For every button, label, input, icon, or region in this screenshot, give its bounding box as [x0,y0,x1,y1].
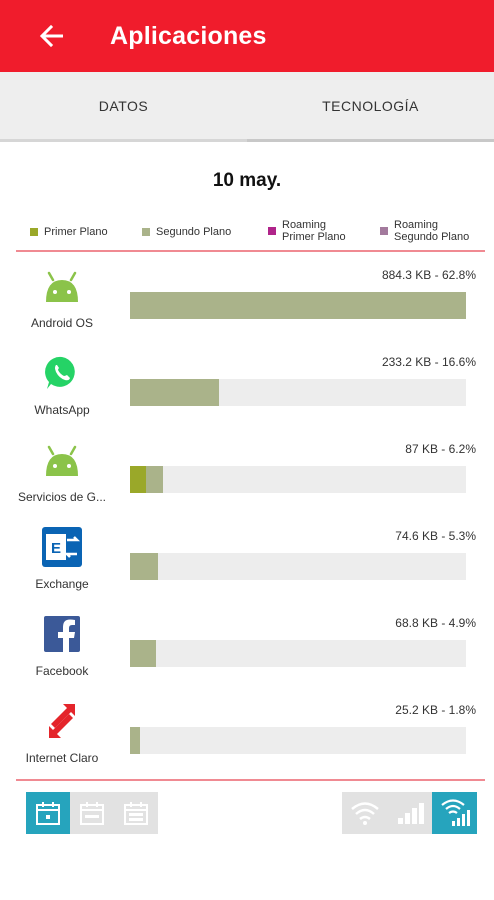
legend-swatch [142,228,150,236]
facebook-icon [40,612,84,656]
date-label: 10 may. [212,170,282,191]
usage-bar-segundo-plano [130,292,466,319]
usage-bar-segundo-plano [130,553,159,580]
period-selector [26,792,158,834]
period-month-button[interactable] [114,792,158,834]
arrow-left-icon [39,25,63,47]
usage-bar-primer-plano [130,466,147,493]
wifi-and-mobile-icon [440,799,470,826]
app-usage-value: 87 KB - 6.2% [405,442,476,456]
legend-item-roaming-segundo-plano: Roaming Segundo Plano [380,219,469,243]
wifi-icon [350,802,379,825]
tab-tecnologia[interactable]: TECNOLOGÍA [247,72,494,142]
app-name: WhatsApp [34,403,90,417]
legend-swatch [380,227,388,235]
period-week-button[interactable] [70,792,114,834]
calendar-day-icon [36,802,60,825]
network-wifi-button[interactable] [342,792,387,834]
app-usage-value: 884.3 KB - 62.8% [381,268,476,282]
android-icon [40,264,84,308]
period-day-button[interactable] [26,792,70,834]
network-all-button[interactable] [432,792,477,834]
back-button[interactable] [34,18,70,54]
usage-bar-track [130,466,466,493]
tab-bar: DATOS TECNOLOGÍA [0,72,494,142]
usage-bar-segundo-plano [130,727,140,754]
app-row-android-os[interactable]: Android OS 884.3 KB - 62.8% [0,260,494,347]
tab-datos[interactable]: DATOS [98,97,149,114]
usage-bar-track [130,379,466,406]
legend-item-segundo-plano: Segundo Plano [142,226,231,238]
app-row-internet-claro[interactable]: Internet Claro 25.2 KB - 1.8% [0,695,494,782]
app-row-whatsapp[interactable]: WhatsApp 233.2 KB - 16.6% [0,347,494,434]
legend-item-roaming-primer-plano: Roaming Primer Plano [268,219,346,243]
legend-swatch [268,227,276,235]
legend-item-primer-plano: Primer Plano [30,226,108,238]
page-title: Aplicaciones [110,22,267,50]
usage-bar-track [130,553,466,580]
usage-bar-track [130,292,466,319]
app-name: Android OS [30,316,94,330]
app-usage-value: 68.8 KB - 4.9% [395,616,476,630]
divider-top [16,250,485,252]
usage-bar-track [130,727,466,754]
android-icon [40,438,84,482]
network-selector [342,792,477,834]
usage-bar-track [130,640,466,667]
usage-bar-segundo-plano [130,379,219,406]
exchange-icon: E [40,525,84,569]
app-usage-value: 25.2 KB - 1.8% [395,703,476,717]
legend-label-line1: Roaming [282,219,327,231]
mobile-signal-icon [397,803,424,824]
whatsapp-icon [40,351,84,395]
app-usage-value: 233.2 KB - 16.6% [381,355,476,369]
calendar-week-icon [80,802,104,825]
legend-label-line1: Roaming [394,219,439,231]
app-name: Facebook [35,664,89,678]
network-mobile-button[interactable] [387,792,432,834]
calendar-month-icon [124,802,148,825]
app-name: Exchange [35,577,89,591]
usage-bar-segundo-plano [130,640,157,667]
chart-legend: Primer Plano Segundo Plano Roaming Prime… [14,217,482,247]
app-row-exchange[interactable]: E Exchange 74.6 KB - 5.3% [0,521,494,608]
legend-label-line2: Primer Plano [282,231,346,243]
divider-bottom [16,779,485,781]
legend-label: Segundo Plano [156,226,232,238]
app-name: Servicios de G... [17,490,107,504]
app-row-facebook[interactable]: Facebook 68.8 KB - 4.9% [0,608,494,695]
app-usage-value: 74.6 KB - 5.3% [395,529,476,543]
legend-swatch [30,228,38,236]
svg-text:E: E [51,540,61,557]
legend-label: Primer Plano [44,226,108,238]
app-bar: Aplicaciones [0,0,494,72]
legend-label-line2: Segundo Plano [394,231,470,243]
app-row-servicios-google[interactable]: Servicios de G... 87 KB - 6.2% [0,434,494,521]
claro-icon [40,699,84,743]
app-name: Internet Claro [25,751,99,765]
